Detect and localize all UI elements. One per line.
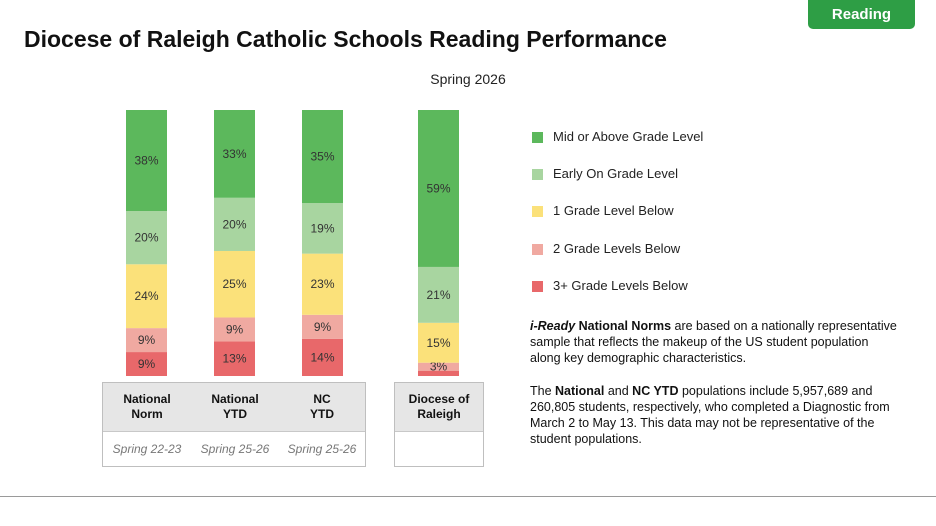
category-label: National Norm [123,392,171,421]
legend-swatch [532,280,543,292]
legend-item: 2 Grade Levels Below [532,241,703,278]
note-national-norms: National Norms [578,319,672,333]
bar-segment [126,264,167,329]
data-label: 20% [134,231,158,245]
legend-swatch [532,169,543,181]
bar-segment [214,250,255,318]
bar-segment [302,253,343,315]
data-label: 33% [222,147,246,161]
data-label: 9% [226,322,244,336]
note2-text-c: and [607,384,629,398]
page-title: Diocese of Raleigh Catholic Schools Read… [24,26,667,52]
note1-text: are based on a nationally representative… [530,319,897,365]
legend-item: Mid or Above Grade Level [532,129,703,166]
data-label: 25% [222,277,246,291]
bar-segment [418,370,459,376]
legend-item: 3+ Grade Levels Below [532,278,703,315]
legend-label: Early On Grade Level [553,166,679,182]
bar-segment [302,110,343,204]
chart-legend: Mid or Above Grade Level Early On Grade L… [532,129,703,315]
note2-text-a: The [530,384,552,398]
bar-segment [214,317,255,342]
bar-segment [126,328,167,353]
bar-segment [418,110,459,267]
legend-item: Early On Grade Level [532,166,703,203]
category-label: National YTD [211,392,259,421]
bar-segment [418,266,459,323]
data-label: 19% [310,221,334,235]
note2-text-e: populations include 5,957,689 and 260,80… [530,384,890,446]
category-label: NC YTD [310,392,334,421]
reading-tab[interactable]: Reading [808,0,915,29]
data-label: 9% [138,333,156,347]
bar-segment [418,362,459,371]
category-table-diocese: Diocese of Raleigh [394,382,484,467]
category-table-comparison: National Norm National YTD NC YTD Spring… [102,382,366,467]
note2-national: National [555,384,605,398]
category-period: Spring 22-23 [112,442,182,456]
note2-nc-ytd: NC YTD [632,384,679,398]
data-label: 35% [310,150,334,164]
legend-label: Mid or Above Grade Level [553,129,704,144]
data-label: 9% [138,357,156,371]
populations-note: The National and NC YTD populations incl… [530,383,900,447]
bar-segment [302,338,343,376]
data-label: 15% [426,336,450,350]
data-label: 14% [310,350,334,364]
category-period [395,432,483,466]
category-period: Spring 25-26 [200,442,270,456]
bar-segment [302,203,343,254]
data-label: 38% [134,154,158,168]
iready-norms-note: i-Ready National Norms are based on a na… [530,318,900,366]
legend-swatch [532,243,543,255]
data-label: 3% [430,360,448,374]
data-label: 9% [314,320,332,334]
data-label: 21% [426,288,450,302]
data-label: 23% [310,277,334,291]
category-label: Diocese of Raleigh [408,392,470,421]
legend-label: 1 Grade Level Below [553,203,674,219]
legend-label: 3+ Grade Levels Below [553,277,688,293]
legend-item: 1 Grade Level Below [532,203,703,240]
bar-segment [126,211,167,265]
bar-segment [214,341,255,376]
chart-subtitle: Spring 2026 [430,71,506,87]
data-label: 20% [222,217,246,231]
bar-segment [214,197,255,251]
data-label: 13% [222,352,246,366]
bottom-divider [0,496,936,497]
legend-swatch [532,206,543,218]
bar-segment [302,314,343,339]
data-label: 24% [134,289,158,303]
bar-segment [214,110,255,198]
data-label: 59% [426,181,450,195]
bar-segment [418,322,459,363]
note-iready: i-Ready [530,319,576,333]
legend-label: 2 Grade Levels Below [553,240,681,256]
bar-segment [126,110,167,212]
category-period: Spring 25-26 [287,442,357,456]
legend-swatch [532,132,543,143]
bar-segment [126,352,167,376]
